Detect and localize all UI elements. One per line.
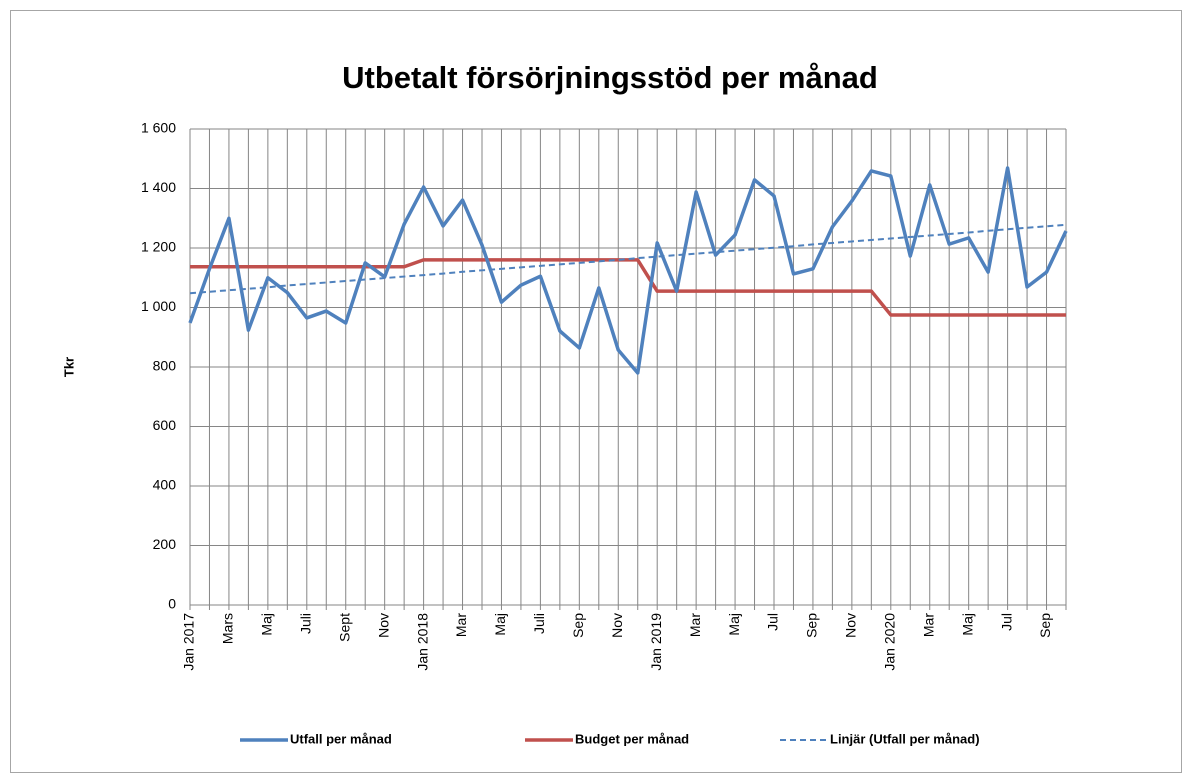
legend-label: Budget per månad [575,731,689,746]
x-tick-label: Jan 2019 [648,613,664,671]
x-tick-label: Sep [804,613,820,638]
x-tick-label: Juli [531,613,547,634]
y-tick-label: 1 000 [141,298,176,314]
x-tick-label: Juli [298,613,314,634]
x-tick-label: Nov [375,613,391,638]
y-tick-label: 400 [153,477,177,493]
x-tick-label: Maj [492,613,508,636]
chart-title: Utbetalt försörjningsstöd per månad [342,60,878,95]
chart-frame [10,10,1182,773]
x-tick-label: Jul [765,613,781,631]
y-tick-label: 200 [153,536,177,552]
x-tick-label: Mars [220,613,236,644]
y-axis-label: Tkr [61,357,76,377]
series-line [188,166,1068,375]
x-tick-label: Jan 2017 [181,613,197,671]
x-tick-label: Maj [259,613,275,636]
legend-label: Utfall per månad [290,731,392,746]
x-tick-label: Maj [959,613,975,636]
series-line [189,223,1067,295]
x-tick-label: Mar [687,613,703,637]
x-tick-label: Sep [1037,613,1053,638]
y-tick-label: 1 200 [141,239,176,255]
x-tick-label: Sep [570,613,586,638]
x-tick-label: Nov [843,613,859,638]
x-tick-label: Jan 2020 [882,613,898,671]
y-tick-label: 1 600 [141,120,176,136]
y-tick-label: 600 [153,417,177,433]
x-tick-label: Mar [453,613,469,637]
y-tick-label: 1 400 [141,179,176,195]
legend-label: Linjär (Utfall per månad) [830,731,980,746]
y-tick-label: 0 [168,596,176,612]
x-tick-label: Maj [726,613,742,636]
x-tick-label: Sept [336,613,352,642]
x-tick-label: Mar [920,613,936,637]
series-line [190,258,1066,317]
x-tick-label: Jul [998,613,1014,631]
y-tick-label: 800 [153,358,177,374]
x-tick-label: Nov [609,613,625,638]
x-tick-label: Jan 2018 [414,613,430,671]
